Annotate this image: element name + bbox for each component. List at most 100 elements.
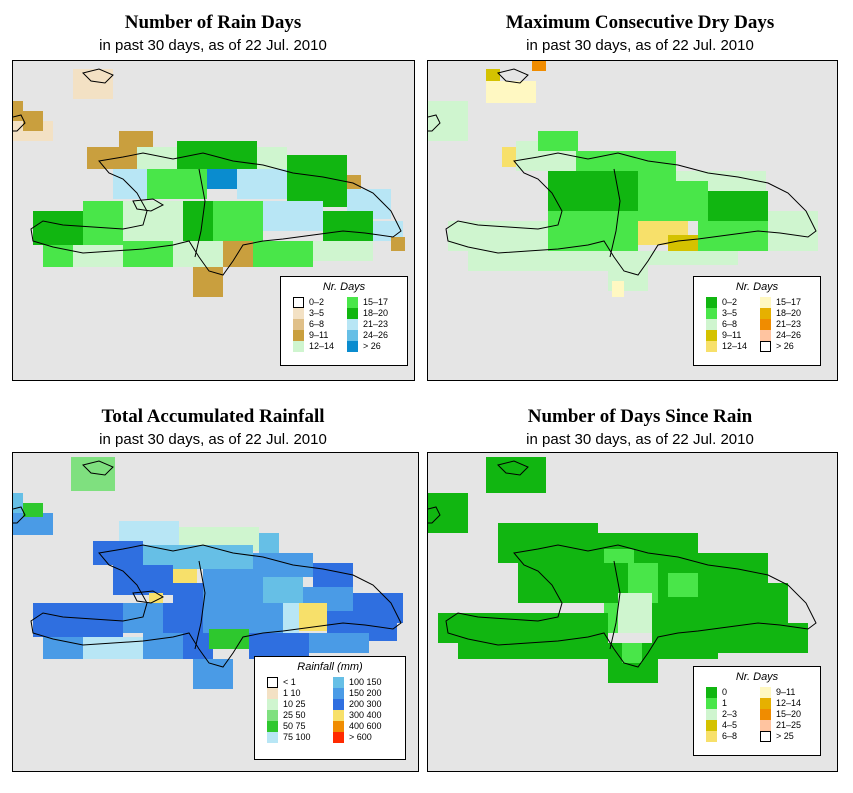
panel-rain-days: Number of Rain Days in past 30 days, as … (0, 0, 426, 396)
legend-title: Rainfall (mm) (297, 661, 363, 673)
legend-title: Nr. Days (735, 671, 779, 683)
legend-label: 150 200 (349, 688, 382, 698)
legend-label: > 25 (776, 731, 794, 741)
legend-label: 24–26 (363, 330, 389, 340)
legend-swatch (333, 721, 344, 732)
legend-swatch (706, 720, 717, 731)
legend-label: 75 100 (283, 732, 311, 742)
legend-swatch (333, 699, 344, 710)
legend-swatch (347, 308, 358, 319)
legend-swatch (293, 330, 304, 341)
legend-swatch (706, 709, 717, 720)
legend-label: 6–8 (722, 319, 738, 329)
legend-label: > 26 (776, 341, 794, 351)
legend-label: 10 25 (283, 699, 306, 709)
legend-swatch (706, 731, 717, 742)
legend-swatch (706, 297, 717, 308)
legend-swatch (760, 319, 771, 330)
legend-label: 24–26 (776, 330, 802, 340)
legend-label: 400 600 (349, 721, 382, 731)
legend-label: < 1 (283, 677, 296, 687)
legend-swatch (760, 720, 771, 731)
panel-title: Number of Days Since Rain (527, 406, 753, 427)
legend-rain-days: Nr. Days 0–2 3–5 6–8 9–11 12–14 15–17 18… (280, 276, 408, 366)
legend-label: 50 75 (283, 721, 306, 731)
legend-swatch (293, 341, 304, 352)
legend-swatch (347, 319, 358, 330)
legend-label: 4–5 (722, 720, 738, 730)
legend-label: 2–3 (722, 709, 738, 719)
legend-label: > 600 (349, 732, 372, 742)
legend-label: 6–8 (309, 319, 325, 329)
coastline (13, 68, 402, 276)
panel-subtitle: in past 30 days, as of 22 Jul. 2010 (526, 37, 754, 54)
panel-subtitle: in past 30 days, as of 22 Jul. 2010 (99, 37, 327, 54)
legend-swatch (347, 341, 358, 352)
legend-label: 0–2 (722, 297, 738, 307)
legend-swatch (267, 677, 278, 688)
panel-subtitle: in past 30 days, as of 22 Jul. 2010 (99, 431, 327, 448)
legend-label: 15–20 (776, 709, 802, 719)
panel-title: Total Accumulated Rainfall (101, 406, 325, 427)
legend-swatch (347, 330, 358, 341)
legend-swatch (333, 732, 344, 743)
legend-swatch (333, 677, 344, 688)
map-max-dry-days (427, 60, 838, 381)
legend-label: 9–11 (309, 330, 329, 340)
legend-swatch (293, 319, 304, 330)
legend-label: 300 400 (349, 710, 382, 720)
legend-label: 12–14 (309, 341, 335, 351)
legend-swatch (760, 341, 771, 352)
legend-title: Nr. Days (735, 281, 779, 293)
legend-swatch (760, 698, 771, 709)
legend-label: 15–17 (776, 297, 802, 307)
legend-swatch (760, 297, 771, 308)
map-layer (428, 457, 817, 683)
legend-swatch (760, 330, 771, 341)
legend-label: 6–8 (722, 731, 738, 741)
legend-swatch (333, 710, 344, 721)
panel-total-rainfall: Total Accumulated Rainfall in past 30 da… (0, 396, 426, 793)
coastline (428, 68, 817, 276)
legend-label: 12–14 (722, 341, 748, 351)
legend-label: 200 300 (349, 699, 382, 709)
legend-label: 1 (722, 698, 728, 708)
panel-max-dry-days: Maximum Consecutive Dry Days in past 30 … (427, 0, 853, 396)
legend-max-dry-days: Nr. Days 0–2 3–5 6–8 9–11 12–14 15–17 18… (693, 276, 821, 366)
legend-swatch (760, 308, 771, 319)
legend-label: 15–17 (363, 297, 389, 307)
legend-swatch (760, 687, 771, 698)
coastline (13, 460, 402, 668)
legend-swatch (267, 721, 278, 732)
grid-cells (428, 61, 818, 297)
legend-days-since-rain: Nr. Days 0 1 2–3 4–5 6–8 9–11 12–14 15–2… (693, 666, 821, 756)
legend-label: 3–5 (309, 308, 325, 318)
legend-swatch (267, 699, 278, 710)
legend-swatch (706, 319, 717, 330)
panel-title: Maximum Consecutive Dry Days (505, 12, 775, 33)
legend-label: 100 150 (349, 677, 382, 687)
legend-swatch (293, 297, 304, 308)
legend-swatch (706, 330, 717, 341)
legend-swatch (760, 709, 771, 720)
legend-label: 0 (722, 687, 728, 697)
legend-label: 21–23 (776, 319, 802, 329)
legend-label: 0–2 (309, 297, 325, 307)
grid-cells (428, 457, 808, 683)
legend-label: 1 10 (283, 688, 301, 698)
grid-cells (13, 69, 405, 297)
legend-label: 21–25 (776, 720, 802, 730)
panel-title: Number of Rain Days (124, 12, 302, 33)
panel-subtitle: in past 30 days, as of 22 Jul. 2010 (526, 431, 754, 448)
legend-label: 21–23 (363, 319, 389, 329)
map-layer (13, 68, 405, 297)
legend-swatch (267, 732, 278, 743)
legend-label: 9–11 (722, 330, 742, 340)
legend-swatch (333, 688, 344, 699)
legend-swatch (706, 341, 717, 352)
legend-label: 9–11 (776, 687, 796, 697)
map-layer (13, 457, 403, 689)
legend-label: 25 50 (283, 710, 306, 720)
legend-swatch (347, 297, 358, 308)
coastline (428, 460, 817, 668)
